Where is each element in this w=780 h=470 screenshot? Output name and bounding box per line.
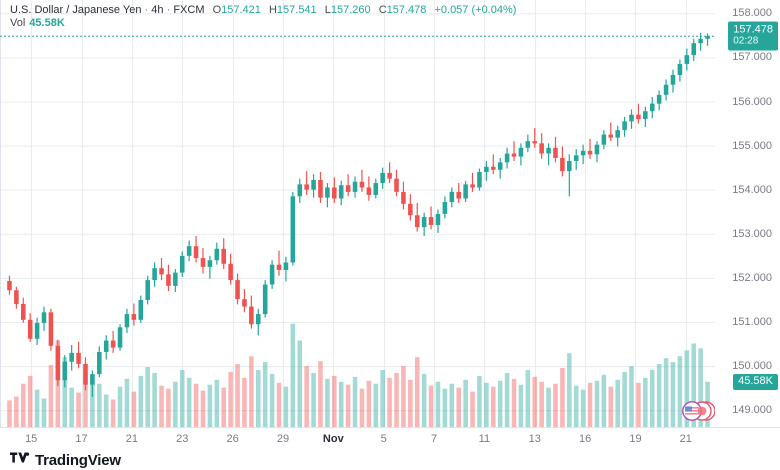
time-tick: 21 (679, 433, 692, 445)
open-key: O (212, 4, 222, 16)
time-tick: 17 (75, 433, 88, 445)
symbol-name[interactable]: U.S. Dollar / Japanese Yen (10, 4, 142, 16)
current-price-value: 157.478 (733, 23, 773, 36)
chart-footer: TradingView (10, 451, 121, 469)
volume-value: 45.58K (29, 17, 65, 29)
price-tick: 151.000 (732, 316, 772, 328)
price-axis[interactable]: 158.000 157.000 156.000 155.000 154.000 153.0… (715, 0, 780, 427)
time-axis[interactable]: 15 17 21 23 26 29 Nov 5 7 11 13 16 19 21 (0, 427, 780, 450)
high-key: H (268, 4, 277, 16)
low-key: L (324, 4, 331, 16)
time-tick: 11 (478, 433, 491, 445)
price-tick: 153.000 (732, 227, 772, 240)
price-tick: 154.000 (732, 183, 772, 196)
chart-legend: U.S. Dollar / Japanese Yen · 4h · FXCM O… (10, 4, 516, 30)
time-tick: Nov (322, 433, 344, 445)
change-value: +0.057 (+0.04%) (434, 4, 517, 16)
high-value: 157.541 (276, 4, 317, 16)
currency-pair-flag-icon (680, 399, 718, 423)
legend-separator-1: · (144, 4, 149, 16)
current-price-badge[interactable]: 157.478 02:28 (728, 21, 778, 51)
legend-volume-row[interactable]: Vol 45.58K (10, 17, 516, 30)
time-tick: 26 (226, 433, 239, 445)
bar-countdown: 02:28 (733, 35, 759, 47)
exchange-label[interactable]: FXCM (173, 4, 205, 16)
tradingview-logo-icon (10, 451, 30, 469)
time-tick: 23 (176, 433, 189, 445)
chart-plot-area[interactable] (0, 0, 715, 427)
time-tick: 13 (528, 433, 541, 445)
volume-label: Vol (10, 17, 26, 29)
tradingview-wordmark: TradingView (35, 451, 121, 469)
price-tick: 155.000 (732, 139, 772, 152)
open-value: 157.421 (221, 4, 261, 16)
candlestick-series (0, 33, 715, 427)
price-tick: 149.000 (732, 404, 772, 417)
close-key: C (378, 4, 387, 16)
time-tick: 7 (430, 433, 438, 445)
time-tick: 19 (629, 433, 642, 445)
close-value: 157.478 (386, 4, 427, 16)
legend-symbol-row[interactable]: U.S. Dollar / Japanese Yen · 4h · FXCM O… (10, 4, 516, 17)
time-tick: 29 (276, 433, 290, 445)
legend-separator-2: · (166, 4, 171, 16)
price-tick: 156.000 (732, 95, 772, 108)
interval-label[interactable]: 4h (151, 4, 164, 16)
low-value: 157.260 (330, 4, 371, 16)
price-tick: 152.000 (732, 271, 772, 284)
time-tick: 21 (125, 433, 139, 445)
volume-badge[interactable]: 45.58K (733, 373, 778, 390)
chart-gridlines (0, 0, 715, 427)
price-tick: 158.000 (732, 7, 772, 20)
time-tick: 15 (25, 433, 38, 445)
price-tick: 150.000 (732, 360, 772, 373)
price-tick: 157.000 (732, 51, 772, 64)
time-tick: 16 (578, 433, 592, 445)
time-tick: 5 (380, 433, 387, 445)
